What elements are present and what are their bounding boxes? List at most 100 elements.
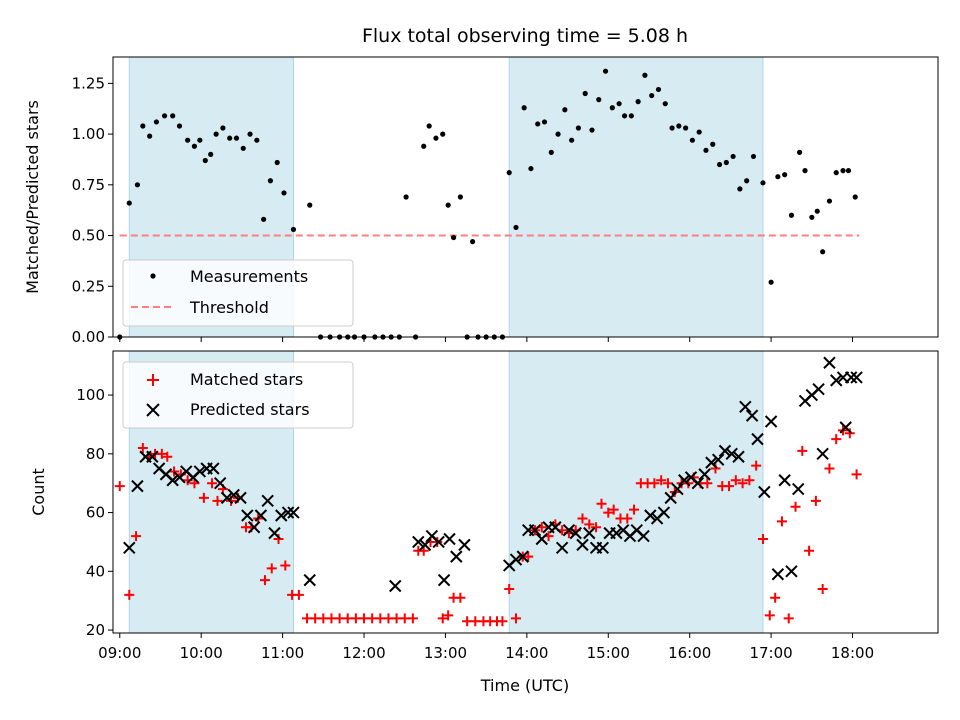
measurement-point xyxy=(768,279,774,285)
matched-stars-point xyxy=(497,616,508,627)
matched-stars-point xyxy=(710,463,721,474)
measurement-point xyxy=(197,137,203,143)
predicted-stars-point xyxy=(657,506,671,519)
measurement-point xyxy=(548,149,554,155)
predicted-stars-point xyxy=(509,553,523,566)
matched-stars-point xyxy=(831,434,842,445)
x-tick-label: 10:00 xyxy=(180,644,223,662)
measurement-point xyxy=(541,119,548,125)
matched-stars-point xyxy=(137,442,148,453)
matched-stars-point xyxy=(810,495,821,506)
measurement-point xyxy=(655,86,662,93)
predicted-stars-point xyxy=(725,447,738,461)
matched-stars-point xyxy=(259,575,270,586)
matched-stars-point xyxy=(730,475,741,486)
measurement-point xyxy=(535,121,541,127)
measurement-point xyxy=(683,125,689,131)
predicted-stars-point xyxy=(450,550,463,563)
measurement-point xyxy=(852,194,858,200)
measurement-point xyxy=(469,239,476,245)
predicted-stars-point xyxy=(745,409,759,422)
measurement-point xyxy=(676,123,682,129)
predicted-stars-point xyxy=(516,550,529,563)
measurement-point xyxy=(191,143,198,149)
predicted-stars-point xyxy=(785,565,798,578)
measurement-point xyxy=(227,135,233,141)
matched-stars-point xyxy=(511,613,522,624)
predicted-stars-point xyxy=(123,541,136,555)
measurement-point xyxy=(440,131,446,137)
bottom-panel: 20 40 60 80 100 09:00 10:00 11:00 12:00 13:00 14:… xyxy=(76,350,939,662)
y-tick-label: 1.00 xyxy=(72,125,105,143)
legend-label-threshold: Threshold xyxy=(189,298,269,317)
measurement-point xyxy=(261,216,267,222)
x-tick-label: 15:00 xyxy=(587,644,630,662)
predicted-stars-point xyxy=(241,509,254,522)
predicted-stars-point xyxy=(555,541,569,555)
predicted-stars-point xyxy=(432,535,445,549)
bottom-legend-box xyxy=(122,361,354,429)
predicted-stars-point xyxy=(166,474,179,487)
measurement-point xyxy=(602,68,609,74)
measurement-point xyxy=(185,137,191,143)
measurement-point xyxy=(126,200,132,206)
measurement-point xyxy=(208,151,214,157)
measurement-point xyxy=(730,153,736,160)
measurement-point xyxy=(802,168,808,174)
matched-stars-point xyxy=(776,516,787,527)
measurement-point xyxy=(555,131,561,137)
predicted-stars-point xyxy=(437,573,451,587)
measurement-point xyxy=(833,170,839,176)
x-tick-label: 18:00 xyxy=(831,644,874,662)
matched-stars-point xyxy=(131,531,142,542)
predicted-stars-point xyxy=(732,450,745,463)
measurement-point xyxy=(528,165,534,172)
y-tick-label: 20 xyxy=(86,621,105,639)
measurement-point xyxy=(457,194,463,200)
top-legend-box xyxy=(122,259,354,327)
measurement-point xyxy=(161,113,168,119)
measurement-point xyxy=(716,161,723,168)
measurement-point xyxy=(820,249,826,255)
measurement-point xyxy=(426,123,432,129)
matched-stars-point xyxy=(797,445,808,456)
measurement-point xyxy=(403,194,409,200)
measurement-point xyxy=(240,145,246,151)
predicted-stars-point xyxy=(227,488,240,502)
legend-label-predicted: Predicted stars xyxy=(190,400,310,419)
predicted-stars-point xyxy=(671,482,684,496)
matched-stars-point xyxy=(198,492,209,503)
matched-stars-point xyxy=(662,478,673,489)
matched-stars-point xyxy=(577,513,588,524)
predicted-stars-point xyxy=(823,356,836,369)
measurement-point xyxy=(744,178,750,184)
matched-stars-point xyxy=(751,460,762,471)
shaded-interval xyxy=(509,351,763,633)
measurement-point xyxy=(521,105,527,111)
matched-stars-point xyxy=(629,504,640,515)
matched-stars-point xyxy=(504,583,515,594)
measurement-point xyxy=(176,123,183,129)
measurement-point xyxy=(788,212,795,218)
matched-stars-point xyxy=(608,504,619,515)
predicted-stars-point xyxy=(535,532,548,546)
matched-stars-point xyxy=(790,501,801,512)
x-tick-label: 16:00 xyxy=(668,644,711,662)
predicted-stars-point xyxy=(131,479,144,493)
measurement-point xyxy=(582,90,588,97)
x-tick-label: 13:00 xyxy=(424,644,467,662)
y-tick-label: 0.00 xyxy=(72,328,105,346)
matched-stars-point xyxy=(824,463,835,474)
measurement-point xyxy=(775,174,781,180)
matched-stars-point xyxy=(455,592,466,603)
y-tick-label: 60 xyxy=(86,504,105,522)
measurement-point xyxy=(635,99,641,105)
x-tick-label: 17:00 xyxy=(749,644,792,662)
y-tick-label: 40 xyxy=(86,562,105,580)
measurement-point xyxy=(689,137,695,143)
predicted-stars-point xyxy=(758,485,771,499)
measurement-point xyxy=(609,105,615,111)
measurement-point xyxy=(669,125,675,131)
matched-stars-point xyxy=(764,610,775,621)
predicted-stars-point xyxy=(193,465,207,478)
